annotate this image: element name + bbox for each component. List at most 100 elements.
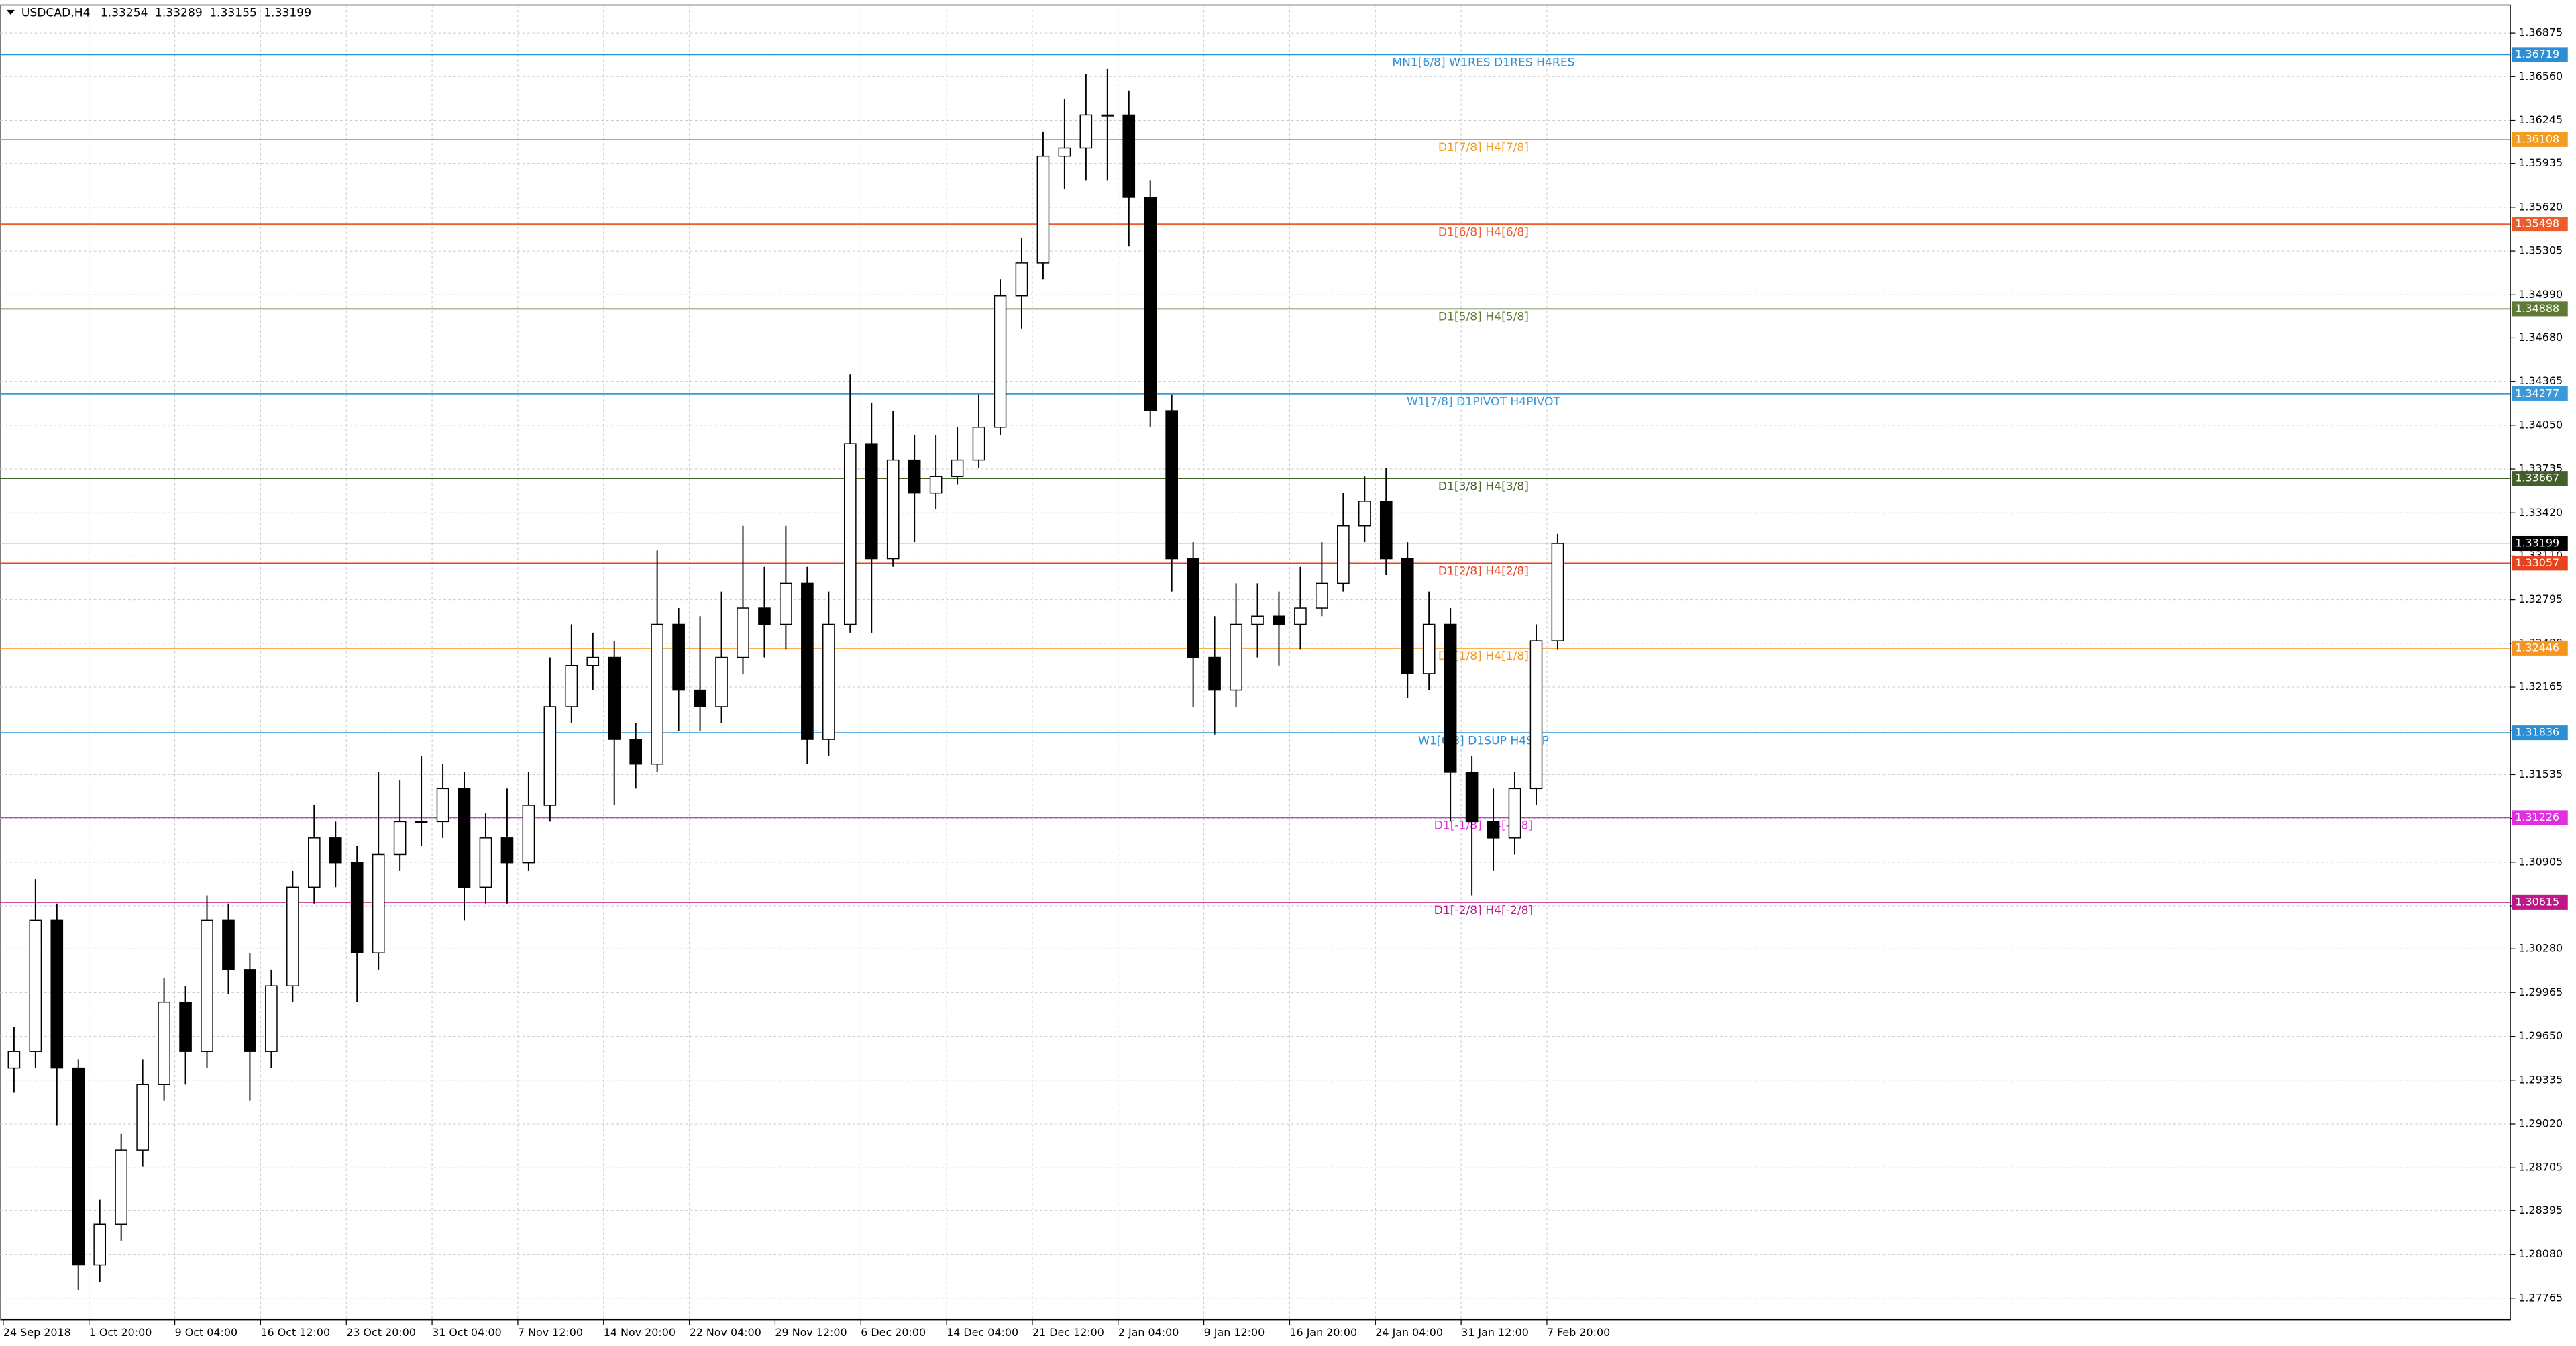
level-price-box	[2512, 471, 2568, 486]
candle-body	[1273, 615, 1285, 625]
y-tick-label: 1.36875	[2518, 26, 2563, 39]
x-tick-label: 16 Jan 20:00	[1289, 1326, 1357, 1339]
level-price-box	[2512, 810, 2568, 825]
candles	[7, 68, 1564, 1290]
level-name: W1[7/8] D1PIVOT H4PIVOT	[1407, 395, 1560, 409]
candle-body	[1444, 623, 1457, 773]
y-tick-label: 1.35620	[2518, 200, 2563, 213]
x-tick-label: 24 Sep 2018	[3, 1326, 71, 1339]
candle-body	[1358, 501, 1371, 527]
y-tick-label: 1.29335	[2518, 1073, 2563, 1086]
candle-body	[350, 862, 364, 953]
candle-body	[500, 837, 514, 864]
y-tick-label: 1.27765	[2518, 1291, 2563, 1304]
level-name: D1[-2/8] H4[-2/8]	[1434, 904, 1534, 917]
candle-body	[1401, 558, 1414, 674]
x-tick-label: 31 Oct 04:00	[432, 1326, 502, 1339]
candle-body	[908, 459, 921, 494]
candle-body	[393, 821, 407, 856]
candle-body	[244, 969, 256, 1052]
y-tick-label: 1.30280	[2518, 942, 2563, 955]
candle-body	[629, 739, 643, 765]
candle-body	[586, 656, 600, 666]
level-price-label: 1.34277	[2515, 386, 2559, 399]
candle-body	[843, 443, 857, 625]
candle-body	[1144, 197, 1157, 411]
candle-body	[29, 919, 42, 1052]
x-tick-label: 31 Jan 12:00	[1461, 1326, 1529, 1339]
candle-body	[136, 1084, 149, 1151]
level-name: D1[7/8] H4[7/8]	[1438, 141, 1529, 154]
candle-body	[1508, 788, 1521, 839]
x-tick-label: 29 Nov 12:00	[775, 1326, 847, 1339]
y-tick-label: 1.34680	[2518, 331, 2563, 344]
candle-body	[951, 459, 964, 477]
chart-header: USDCAD,H4 1.33254 1.33289 1.33155 1.3319…	[21, 7, 311, 20]
candle-body	[1529, 640, 1543, 790]
candle-body	[286, 886, 299, 987]
candle-body	[780, 582, 792, 625]
x-tick-label: 21 Dec 12:00	[1032, 1326, 1104, 1339]
level-price-label: 1.31226	[2515, 811, 2559, 823]
candle-body	[543, 706, 557, 806]
candle-body	[329, 837, 342, 864]
candle-body	[50, 919, 64, 1069]
y-tick-label: 1.34050	[2518, 418, 2563, 431]
last-close: 1.33199	[264, 7, 311, 20]
last-open: 1.33254	[101, 7, 148, 20]
y-tick-label: 1.36560	[2518, 70, 2563, 83]
candle-body	[72, 1067, 85, 1266]
menu-arrow[interactable]	[6, 9, 15, 15]
level-name: D1[2/8] H4[2/8]	[1438, 565, 1529, 578]
y-tick-label: 1.36245	[2518, 113, 2563, 126]
candle-body	[415, 821, 428, 823]
y-tick-label: 1.32165	[2518, 680, 2563, 693]
candle-body	[1187, 558, 1199, 658]
level-price-box	[2512, 301, 2568, 317]
last-high: 1.33289	[155, 7, 203, 20]
x-tick-label: 14 Dec 04:00	[947, 1326, 1018, 1339]
candle-body	[608, 656, 621, 740]
candle-body	[436, 788, 449, 823]
level-name: D1[-1/8] H4[-1/8]	[1434, 819, 1534, 833]
y-tick-label: 1.34990	[2518, 288, 2563, 301]
candle-body	[158, 1001, 170, 1085]
candle-body	[1379, 501, 1393, 560]
level-price-box	[2512, 386, 2568, 401]
candle-body	[1465, 772, 1479, 823]
candle-body	[1251, 615, 1264, 625]
level-price-box	[2512, 217, 2568, 232]
level-price-label: 1.36108	[2515, 132, 2559, 145]
candle-body	[222, 919, 235, 970]
candle-body	[1208, 656, 1221, 691]
candle-body	[522, 805, 535, 864]
x-tick-label: 1 Oct 20:00	[89, 1326, 152, 1339]
level-price-label: 1.34888	[2515, 302, 2559, 315]
x-tick-label: 14 Nov 20:00	[604, 1326, 676, 1339]
level-price-label: 1.31836	[2515, 726, 2559, 739]
y-tick-label: 1.30905	[2518, 855, 2563, 868]
x-tick-label: 24 Jan 04:00	[1375, 1326, 1443, 1339]
candle-body	[822, 623, 835, 740]
x-tick-label: 22 Nov 04:00	[690, 1326, 761, 1339]
candle-body	[458, 788, 471, 888]
candle-body	[994, 295, 1007, 428]
y-tick-label: 1.33420	[2518, 506, 2563, 519]
x-tick-label: 9 Jan 12:00	[1204, 1326, 1265, 1339]
symbol-title: USDCAD,H4	[21, 7, 91, 20]
level-price-label: 1.32446	[2515, 641, 2559, 654]
candle-body	[1422, 623, 1436, 674]
candle-body	[1079, 114, 1093, 149]
level-price-box	[2512, 640, 2568, 656]
x-tick-label: 23 Oct 20:00	[346, 1326, 416, 1339]
y-tick-label: 1.28395	[2518, 1204, 2563, 1216]
candle-body	[801, 582, 814, 740]
candle-body	[93, 1223, 107, 1266]
x-tick-label: 6 Dec 20:00	[861, 1326, 926, 1339]
candle-body	[7, 1051, 21, 1069]
current-price-box	[2512, 535, 2568, 552]
x-tick-label: 9 Oct 04:00	[175, 1326, 238, 1339]
axes: 1.36875 1.36560 1.36245 1.35935 1.35620 1.353…	[3, 26, 2568, 1339]
